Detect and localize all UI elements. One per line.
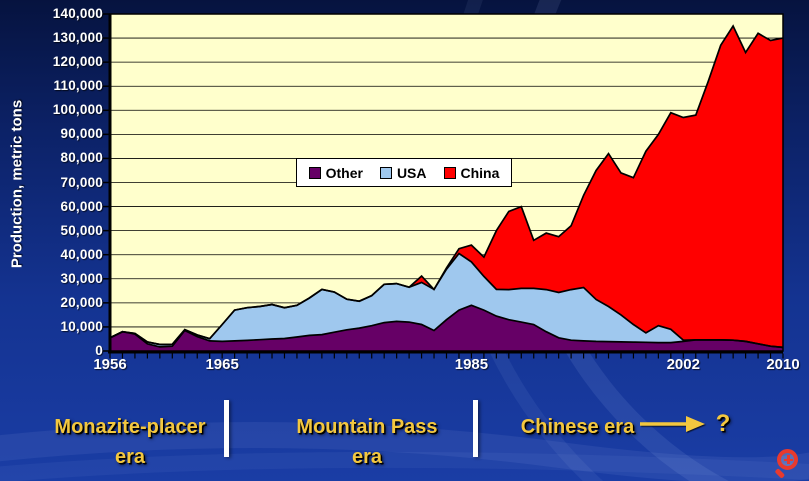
legend-item-usa: USA [379,164,427,181]
outline-usa [109,252,784,349]
legend-label: USA [396,164,427,181]
magnifier-plus-icon[interactable] [771,449,799,478]
area-china [110,26,783,351]
y-tick-label: 40,000 [60,246,103,262]
era-caption-monazite-line2: era [114,446,146,468]
era-caption-monazite: Monazite-placer era [40,412,220,472]
era-caption-chinese-line1: Chinese era [520,416,635,438]
x-tick-label: 1956 [93,356,127,373]
era-caption-chinese: Chinese era [505,412,650,442]
magnifier-plus-vertical [787,455,790,465]
legend-label: China [460,164,500,181]
chart-legend: Other USA China [296,158,512,187]
era-caption-mountain-pass-line1: Mountain Pass [296,416,438,438]
y-axis-title: Production, metric tons [8,99,26,269]
y-tick-label: 10,000 [60,318,103,334]
outline-other [109,304,784,349]
legend-item-other: Other [308,164,363,181]
y-tick-label: 80,000 [60,150,103,166]
era-divider-1 [224,400,229,457]
y-tick-label: 110,000 [53,78,103,94]
era-divider-2 [473,400,478,457]
right-arrow-icon [640,416,705,432]
y-tick-label: 20,000 [60,294,103,310]
y-tick-label: 30,000 [60,270,103,286]
legend-swatch-other [308,166,321,179]
y-tick-label: 90,000 [60,126,103,142]
legend-swatch-china [443,166,456,179]
y-tick-label: 70,000 [60,174,103,190]
y-tick-label: 130,000 [52,30,103,46]
y-tick-label: 60,000 [60,198,103,214]
era-caption-mountain-pass: Mountain Pass era [277,412,457,472]
x-tick-label: 2002 [666,356,700,373]
y-tick-label: 0 [95,343,103,358]
legend-item-china: China [443,164,500,181]
question-mark: ? [715,410,731,437]
y-tick-label: 120,000 [52,54,103,70]
legend-label: Other [325,164,363,181]
era-caption-mountain-pass-line2: era [351,446,383,468]
y-tick-label: 140,000 [52,6,103,21]
x-tick-label: 1965 [205,356,239,373]
y-tick-label: 100,000 [52,102,103,118]
x-tick-label: 1985 [454,356,489,373]
x-tick-label: 2010 [766,356,800,373]
area-usa [110,253,783,351]
y-tick-label: 50,000 [60,222,103,238]
era-caption-monazite-line1: Monazite-placer [54,416,206,438]
legend-swatch-usa [379,166,392,179]
